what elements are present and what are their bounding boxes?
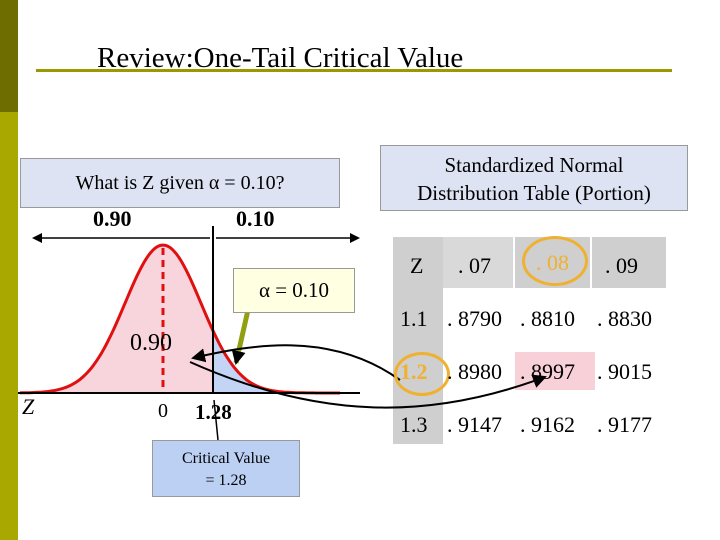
table-cell: . 9147 xyxy=(447,412,502,437)
table-header-cell xyxy=(592,237,666,288)
table-header-cell xyxy=(443,237,513,288)
critical-box-line1: Critical Value xyxy=(181,450,271,467)
lookup-arrow xyxy=(191,344,401,381)
alpha-label: α = 0.10 xyxy=(258,278,330,302)
zero-label: 0 xyxy=(158,400,168,422)
table-cell: . 9177 xyxy=(597,412,652,437)
table-title-line1: Standardized Normal xyxy=(444,153,624,177)
critical-value-box: Critical Value = 1.28 xyxy=(152,440,300,497)
right-area-label: 0.10 xyxy=(236,206,275,231)
question-text: What is Z given α = 0.10? xyxy=(75,171,285,194)
title-underline xyxy=(36,69,672,72)
table-header-z-cell xyxy=(393,237,443,288)
table-title-line2: Distribution Table (Portion) xyxy=(417,181,651,205)
table-column-header: . 07 xyxy=(458,253,491,278)
critical-pointer xyxy=(213,399,219,441)
table-cell: . 8810 xyxy=(520,306,575,331)
alpha-box: α = 0.10 xyxy=(233,268,355,313)
result-arrow xyxy=(189,361,547,409)
inside-area-label: 0.90 xyxy=(130,330,172,356)
slide-title: Review:One-Tail Critical Value xyxy=(97,42,464,74)
table-row-z: 1.1 xyxy=(400,306,428,331)
right-tail-area xyxy=(213,330,340,393)
table-title-box: Standardized Normal Distribution Table (… xyxy=(380,145,688,211)
table-cell: . 8980 xyxy=(447,359,502,384)
sidebar-bar xyxy=(0,0,18,540)
sidebar-accent xyxy=(0,0,18,112)
table-row-z: 1.2 xyxy=(400,359,428,384)
critical-z-label: 1.28 xyxy=(195,400,232,424)
table-column-header: . 09 xyxy=(605,253,638,278)
alpha-pointer xyxy=(231,309,251,365)
z-axis-label: Z xyxy=(22,394,35,419)
row-highlight-oval xyxy=(394,352,450,396)
left-area-label: 0.90 xyxy=(93,206,132,231)
table-corner-label: Z xyxy=(410,253,424,278)
table-cell: . 8830 xyxy=(597,306,652,331)
table-row-z: 1.3 xyxy=(400,412,428,437)
question-box: What is Z given α = 0.10? xyxy=(20,158,340,208)
table-cell: . 9162 xyxy=(520,412,575,437)
table-cell: . 9015 xyxy=(597,359,652,384)
critical-box-line2: = 1.28 xyxy=(205,472,247,489)
column-highlight-oval xyxy=(522,236,588,286)
left-tail-area xyxy=(20,245,213,393)
table-cell: . 8997 xyxy=(520,359,575,384)
table-cell: . 8790 xyxy=(447,306,502,331)
